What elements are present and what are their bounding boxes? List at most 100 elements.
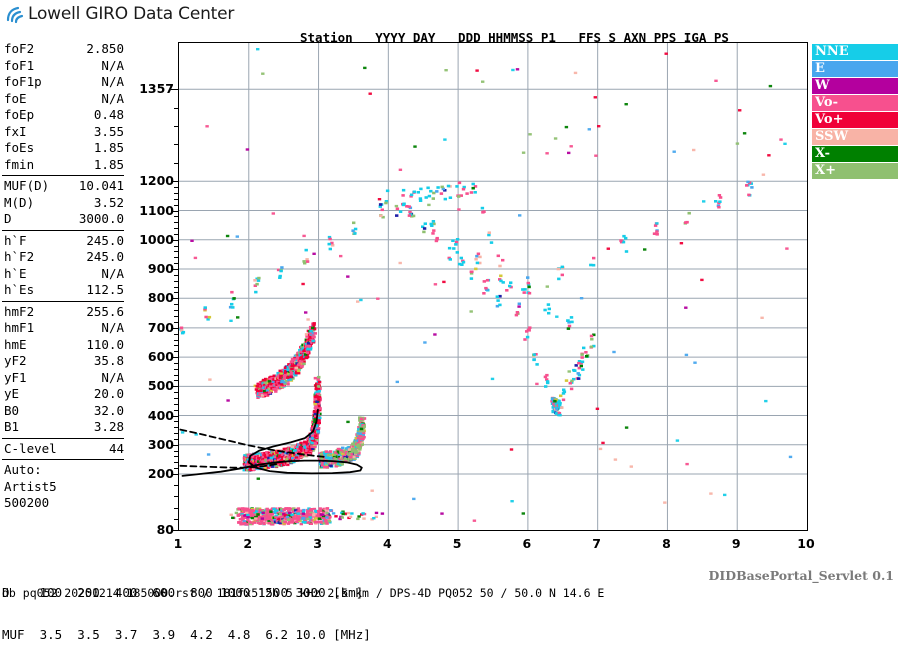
echo-point	[279, 372, 283, 375]
echo-point	[293, 356, 297, 360]
echo-point	[523, 288, 527, 291]
echo-point	[282, 375, 287, 378]
x-axis-tick-label: 8	[662, 536, 671, 551]
echo-point	[471, 186, 475, 190]
echo-point	[545, 380, 550, 383]
echo-point	[239, 522, 243, 526]
echo-point	[454, 243, 458, 246]
echo-point	[412, 190, 416, 194]
noise-point	[423, 341, 427, 344]
echo-point	[551, 409, 555, 413]
database-source-line: db pq052 20251214 185000.rsf / 181fx512h…	[2, 586, 605, 600]
echo-point	[290, 357, 295, 361]
echo-point	[294, 449, 298, 452]
legend-item-nne[interactable]: NNE	[812, 44, 898, 61]
echo-point	[323, 517, 327, 520]
echo-point	[592, 344, 596, 348]
echo-point	[319, 508, 323, 512]
echo-point	[230, 290, 234, 294]
sporadic-e-point	[380, 512, 385, 515]
station-header-labels: Station YYYY DAY DDD HHMMSS P1 FFS S AXN…	[300, 30, 729, 45]
parameter-value: 1.85	[93, 156, 124, 172]
sporadic-e-point	[250, 516, 254, 520]
echo-point	[496, 299, 500, 302]
echo-point	[236, 514, 240, 517]
echo-point	[271, 521, 275, 524]
noise-point	[229, 319, 233, 322]
echo-point	[278, 379, 282, 383]
echo-point	[469, 272, 474, 275]
echo-point	[570, 379, 574, 383]
echo-point	[547, 307, 551, 311]
echo-point	[313, 384, 318, 387]
echo-point	[330, 241, 334, 245]
echo-point	[515, 311, 520, 314]
echo-point	[454, 240, 459, 244]
echo-point	[242, 520, 247, 523]
echo-point	[268, 513, 273, 516]
sporadic-e-point	[348, 515, 353, 518]
echo-point	[351, 444, 355, 448]
legend-item-w[interactable]: W	[812, 78, 898, 95]
echo-point	[255, 507, 260, 511]
echo-point	[286, 518, 291, 522]
parameter-value: N/A	[101, 74, 124, 89]
echo-point	[349, 458, 353, 461]
echo-point	[245, 523, 249, 526]
noise-point	[376, 297, 380, 300]
echo-point	[288, 450, 293, 453]
echo-point	[418, 197, 423, 200]
noise-point	[679, 242, 684, 245]
echo-point	[269, 389, 273, 393]
noise-point	[193, 256, 198, 260]
y-axis-labels: 80 200 300 400 500 600 700 800 900 1000 1100 1200 13…	[118, 42, 174, 537]
echo-point	[381, 215, 385, 219]
echo-point	[264, 377, 268, 381]
echo-point	[350, 453, 354, 456]
sporadic-e-point	[317, 517, 322, 520]
noise-point	[236, 316, 240, 319]
echo-point	[248, 509, 252, 512]
echo-point	[574, 364, 578, 367]
echo-point	[521, 288, 525, 291]
y-axis-minor-tick	[174, 263, 179, 265]
echo-point	[355, 454, 360, 458]
echo-point	[257, 382, 261, 386]
polarization-legend[interactable]: NNE E W Vo- Vo+ SSW X- X+	[812, 44, 898, 180]
ionogram-plot[interactable]	[178, 42, 808, 531]
legend-item-vo[interactable]: Vo+	[812, 112, 898, 129]
parameter-value: 0.48	[93, 107, 124, 122]
echo-point	[258, 522, 262, 525]
noise-point	[783, 142, 787, 145]
parameter-key: foF1p	[4, 74, 42, 89]
legend-item-e[interactable]: E	[812, 61, 898, 78]
y-axis-minor-tick	[174, 456, 179, 458]
noise-point	[714, 79, 718, 82]
sporadic-e-point	[246, 513, 250, 517]
legend-item-x[interactable]: X+	[812, 163, 898, 180]
echo-point	[284, 451, 288, 455]
echo-point	[590, 337, 594, 341]
sporadic-e-point	[260, 517, 264, 520]
echo-point	[291, 457, 295, 460]
echo-point	[577, 373, 582, 377]
legend-item-vo[interactable]: Vo-	[812, 95, 898, 112]
noise-point	[312, 252, 316, 255]
echo-point	[289, 371, 294, 375]
echo-point	[285, 458, 289, 462]
echo-point	[266, 453, 270, 457]
echo-point	[554, 412, 559, 415]
echo-point	[301, 355, 305, 358]
legend-item-ssw[interactable]: SSW	[812, 129, 898, 146]
sporadic-e-point	[231, 516, 235, 519]
echo-point	[306, 508, 310, 512]
echo-point	[440, 185, 444, 189]
y-axis-minor-tick	[174, 333, 179, 335]
echo-point	[257, 276, 261, 280]
echo-point	[291, 377, 295, 380]
legend-item-x[interactable]: X-	[812, 146, 898, 163]
echo-point	[580, 356, 584, 359]
echo-point	[447, 246, 452, 250]
echo-point	[277, 458, 281, 462]
echo-point	[384, 200, 389, 203]
